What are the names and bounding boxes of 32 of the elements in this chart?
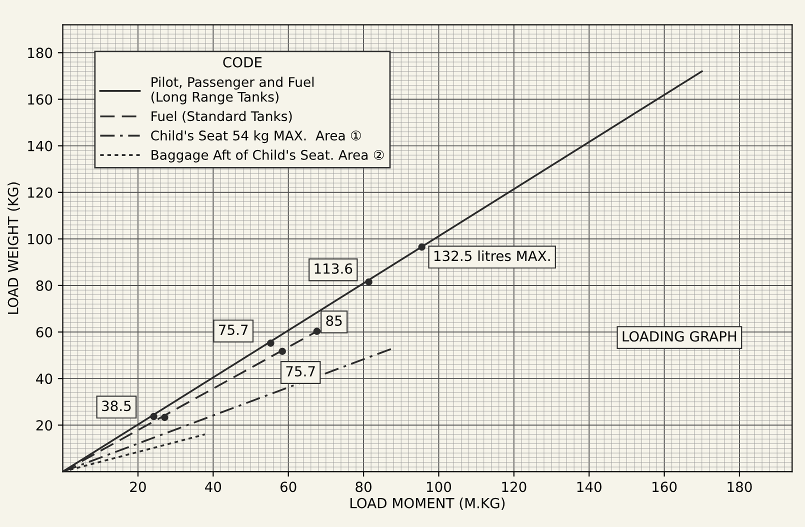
x-axis-title: LOAD MOMENT (M.KG) — [350, 498, 505, 510]
y-tick-label: 40 — [36, 374, 52, 384]
x-tick-label: 80 — [356, 482, 372, 492]
x-tick-label: 20 — [130, 482, 146, 492]
annotation: LOADING GRAPH — [622, 331, 736, 342]
x-tick-label: 40 — [205, 482, 222, 492]
annotation: 38.5 — [102, 400, 131, 412]
y-tick-label: 60 — [36, 326, 52, 338]
x-tick-label: 120 — [502, 482, 526, 492]
annotation: 75.7 — [219, 324, 248, 336]
y-tick-label: 180 — [28, 48, 52, 58]
legend-label: Baggage Aft of Child's Seat. Area ② — [152, 150, 384, 162]
x-tick-label: 100 — [427, 482, 452, 492]
legend-label: Pilot, Passenger and Fuel (Long Range Tanks) — [151, 76, 314, 104]
x-tick-label: 160 — [652, 482, 677, 492]
annotation: 132.5 litres MAX. — [434, 250, 550, 262]
legend-label: Fuel (Standard Tanks) — [152, 110, 292, 123]
y-tick-label: 140 — [28, 140, 52, 152]
legend-label: Child's Seat 54 kg MAX. Area ① — [151, 130, 361, 144]
y-tick-label: 120 — [28, 187, 52, 198]
y-tick-label: 20 — [36, 420, 52, 431]
x-tick-label: 60 — [280, 482, 296, 492]
annotation: 113.6 — [314, 263, 352, 274]
annotation: 75.7 — [286, 366, 315, 377]
annotation: 85 — [326, 315, 342, 326]
x-tick-label: 180 — [728, 482, 752, 492]
y-tick-label: 100 — [28, 234, 52, 244]
legend-title: CODE — [223, 57, 262, 68]
y-axis-title: LOAD WEIGHT (KG) — [8, 182, 20, 314]
y-tick-label: 80 — [36, 280, 52, 291]
y-tick-label: 160 — [28, 94, 52, 105]
x-tick-label: 140 — [577, 482, 602, 492]
